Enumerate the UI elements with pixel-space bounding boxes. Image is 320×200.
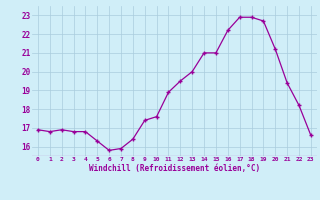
X-axis label: Windchill (Refroidissement éolien,°C): Windchill (Refroidissement éolien,°C) [89, 164, 260, 173]
